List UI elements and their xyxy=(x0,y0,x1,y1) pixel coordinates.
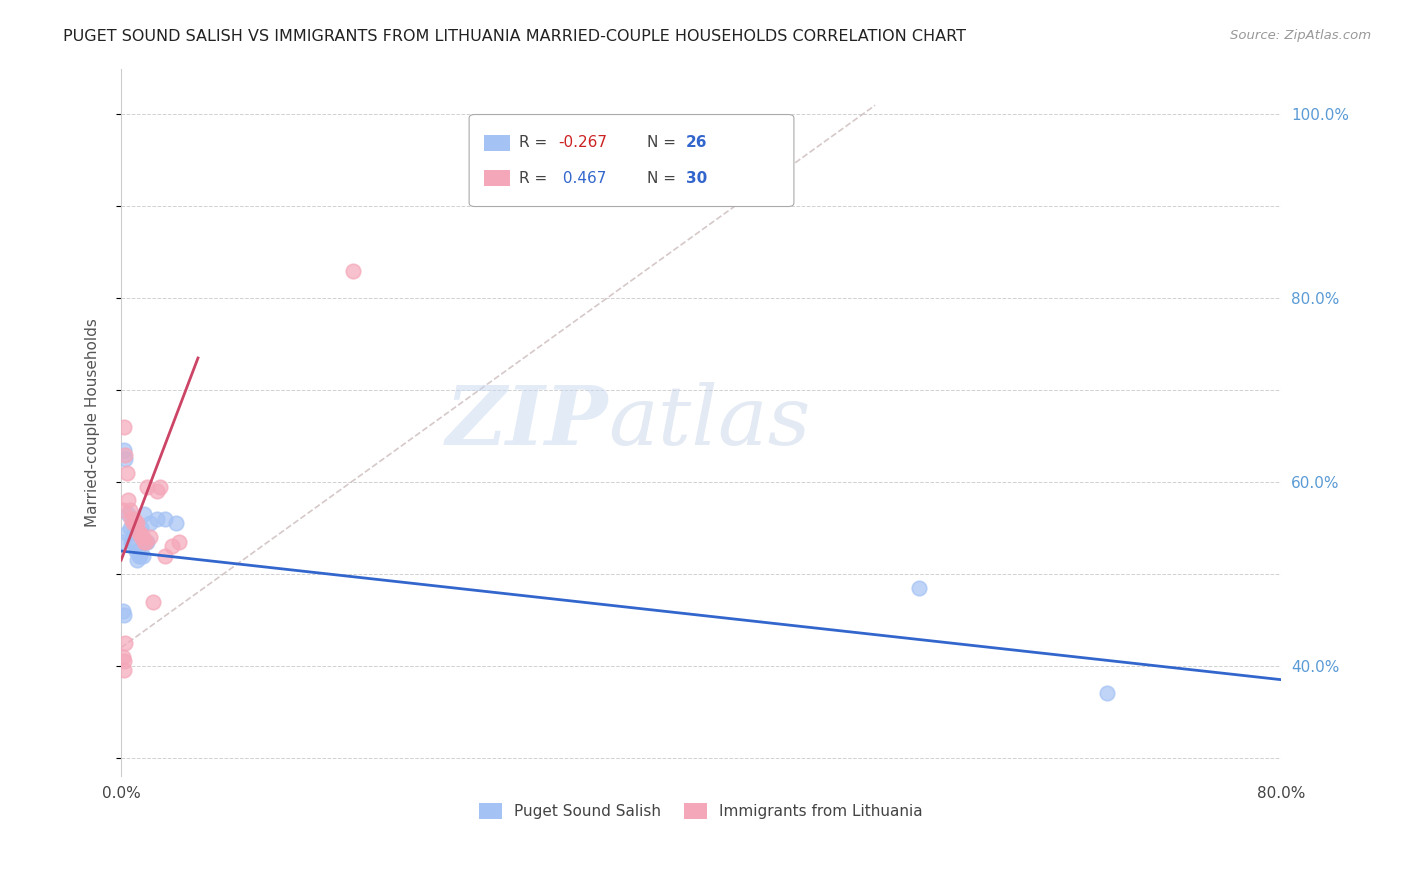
Point xyxy=(153,512,176,526)
Point xyxy=(117,493,139,508)
Point xyxy=(1095,686,1118,700)
Point xyxy=(149,480,172,494)
Point xyxy=(136,534,159,549)
Point xyxy=(115,525,138,540)
Point xyxy=(135,534,157,549)
Point xyxy=(112,420,135,434)
Point xyxy=(128,549,150,563)
Text: PUGET SOUND SALISH VS IMMIGRANTS FROM LITHUANIA MARRIED-COUPLE HOUSEHOLDS CORREL: PUGET SOUND SALISH VS IMMIGRANTS FROM LI… xyxy=(63,29,966,44)
Point xyxy=(142,594,165,608)
Point xyxy=(136,480,159,494)
Point xyxy=(111,604,134,618)
Point xyxy=(125,516,148,531)
Point xyxy=(160,540,183,554)
Point xyxy=(114,448,136,462)
Point xyxy=(165,516,187,531)
Text: R =: R = xyxy=(519,136,553,151)
Point xyxy=(907,581,929,595)
Point xyxy=(112,608,135,623)
Point xyxy=(114,636,136,650)
Point xyxy=(111,534,134,549)
Point xyxy=(121,516,143,531)
Point xyxy=(122,512,145,526)
Point xyxy=(342,263,364,277)
Point xyxy=(120,512,142,526)
Point xyxy=(146,484,169,499)
Text: R =: R = xyxy=(519,170,553,186)
Point xyxy=(129,525,152,540)
Point xyxy=(117,508,139,522)
Text: 30: 30 xyxy=(686,170,707,186)
Point xyxy=(153,549,176,563)
FancyBboxPatch shape xyxy=(484,135,510,151)
Text: -0.267: -0.267 xyxy=(558,136,607,151)
Y-axis label: Married-couple Households: Married-couple Households xyxy=(86,318,100,527)
Point xyxy=(134,508,156,522)
Point xyxy=(114,452,136,467)
Point xyxy=(132,549,155,563)
Point xyxy=(128,525,150,540)
Text: 26: 26 xyxy=(686,136,707,151)
Point xyxy=(124,516,146,531)
Point xyxy=(139,516,162,531)
Point xyxy=(118,502,141,516)
Point xyxy=(131,521,153,535)
Point xyxy=(112,654,135,668)
FancyBboxPatch shape xyxy=(484,170,510,186)
Point xyxy=(121,534,143,549)
Point xyxy=(111,649,134,664)
Point xyxy=(125,553,148,567)
Point xyxy=(139,530,162,544)
Point xyxy=(112,664,135,678)
Point xyxy=(122,525,145,540)
Point xyxy=(135,534,157,549)
FancyBboxPatch shape xyxy=(470,114,794,207)
Point xyxy=(129,549,152,563)
Text: N =: N = xyxy=(647,136,681,151)
Point xyxy=(120,534,142,549)
Point xyxy=(111,502,134,516)
Point xyxy=(118,521,141,535)
Point xyxy=(167,534,190,549)
Point xyxy=(134,534,156,549)
Point xyxy=(124,544,146,558)
Text: Source: ZipAtlas.com: Source: ZipAtlas.com xyxy=(1230,29,1371,42)
Text: atlas: atlas xyxy=(609,383,811,462)
Point xyxy=(131,530,153,544)
Text: N =: N = xyxy=(647,170,681,186)
Text: 0.467: 0.467 xyxy=(558,170,607,186)
Point xyxy=(132,530,155,544)
Point xyxy=(146,512,169,526)
Legend: Puget Sound Salish, Immigrants from Lithuania: Puget Sound Salish, Immigrants from Lith… xyxy=(472,797,929,825)
Text: ZIP: ZIP xyxy=(446,383,609,462)
Point xyxy=(112,442,135,457)
Point xyxy=(115,466,138,480)
